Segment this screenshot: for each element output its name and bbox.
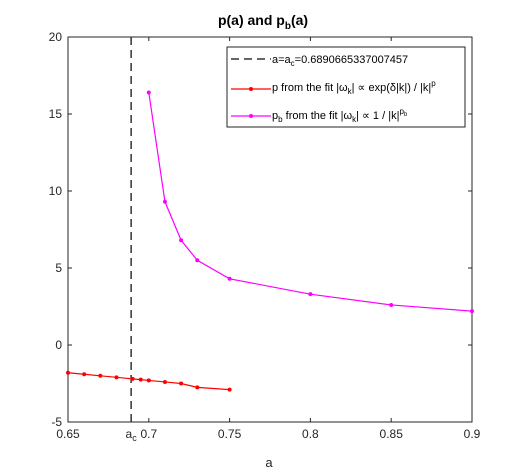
series-1-point — [66, 370, 70, 375]
x-tick-label: 0.75 — [218, 427, 242, 441]
series-1-point — [179, 381, 184, 386]
series-1-point — [146, 378, 151, 383]
y-tick-label: -5 — [51, 415, 62, 429]
chart-title: p(a) and pb(a) — [218, 12, 308, 32]
series-2-point — [308, 292, 313, 297]
series-1-point — [227, 387, 232, 392]
series-2-point — [389, 302, 394, 307]
series-1-point — [98, 373, 103, 378]
legend-box — [226, 46, 466, 128]
series-2-point — [227, 276, 232, 281]
y-tick-label: 0 — [55, 338, 62, 352]
y-tick-label: 15 — [49, 107, 63, 121]
series-line-2 — [148, 92, 473, 312]
series-2-point — [179, 238, 184, 243]
series-layer — [66, 90, 474, 392]
legend: a=ac=0.6890665337007457 p from the fit |… — [226, 46, 466, 128]
y-axis-ticks: -5 0 5 10 15 20 — [49, 30, 472, 429]
legend-swatch-pb-marker — [249, 114, 253, 118]
plot-area — [67, 36, 473, 423]
x-tick-label: 0.9 — [464, 427, 481, 441]
x-tick-label: 0.65 — [56, 427, 80, 441]
x-tick-label: 0.8 — [302, 427, 319, 441]
y-tick-label: 10 — [49, 184, 63, 198]
legend-label-pb: pb from the fit |ωk| ∝ 1 / |k|pb — [272, 107, 408, 124]
series-1-point — [114, 375, 119, 380]
legend-swatch-p-marker — [249, 87, 253, 91]
series-2-point — [146, 90, 151, 95]
x-axis-label: a — [265, 455, 273, 470]
series-1-point — [82, 372, 87, 377]
series-2-point — [470, 309, 474, 314]
series-2-point — [162, 199, 167, 204]
x-tick-label: 0.7 — [140, 427, 157, 441]
y-tick-label: 5 — [55, 261, 62, 275]
x-tick-label: 0.85 — [380, 427, 404, 441]
x-axis-ticks: 0.65 0.7 0.75 0.8 0.85 0.9 ac — [56, 37, 481, 443]
series-1-point — [195, 385, 200, 390]
series-2-point — [195, 258, 200, 263]
series-1-point — [130, 376, 135, 381]
legend-label-p: p from the fit |ωk| ∝ exp(δ|k|) / |k|p — [272, 79, 436, 96]
y-tick-label: 20 — [49, 30, 63, 44]
ac-tick-label: ac — [126, 427, 138, 443]
series-1-point — [138, 377, 143, 382]
legend-label-ac: a=ac=0.6890665337007457 — [272, 54, 408, 68]
series-1-point — [162, 379, 167, 384]
